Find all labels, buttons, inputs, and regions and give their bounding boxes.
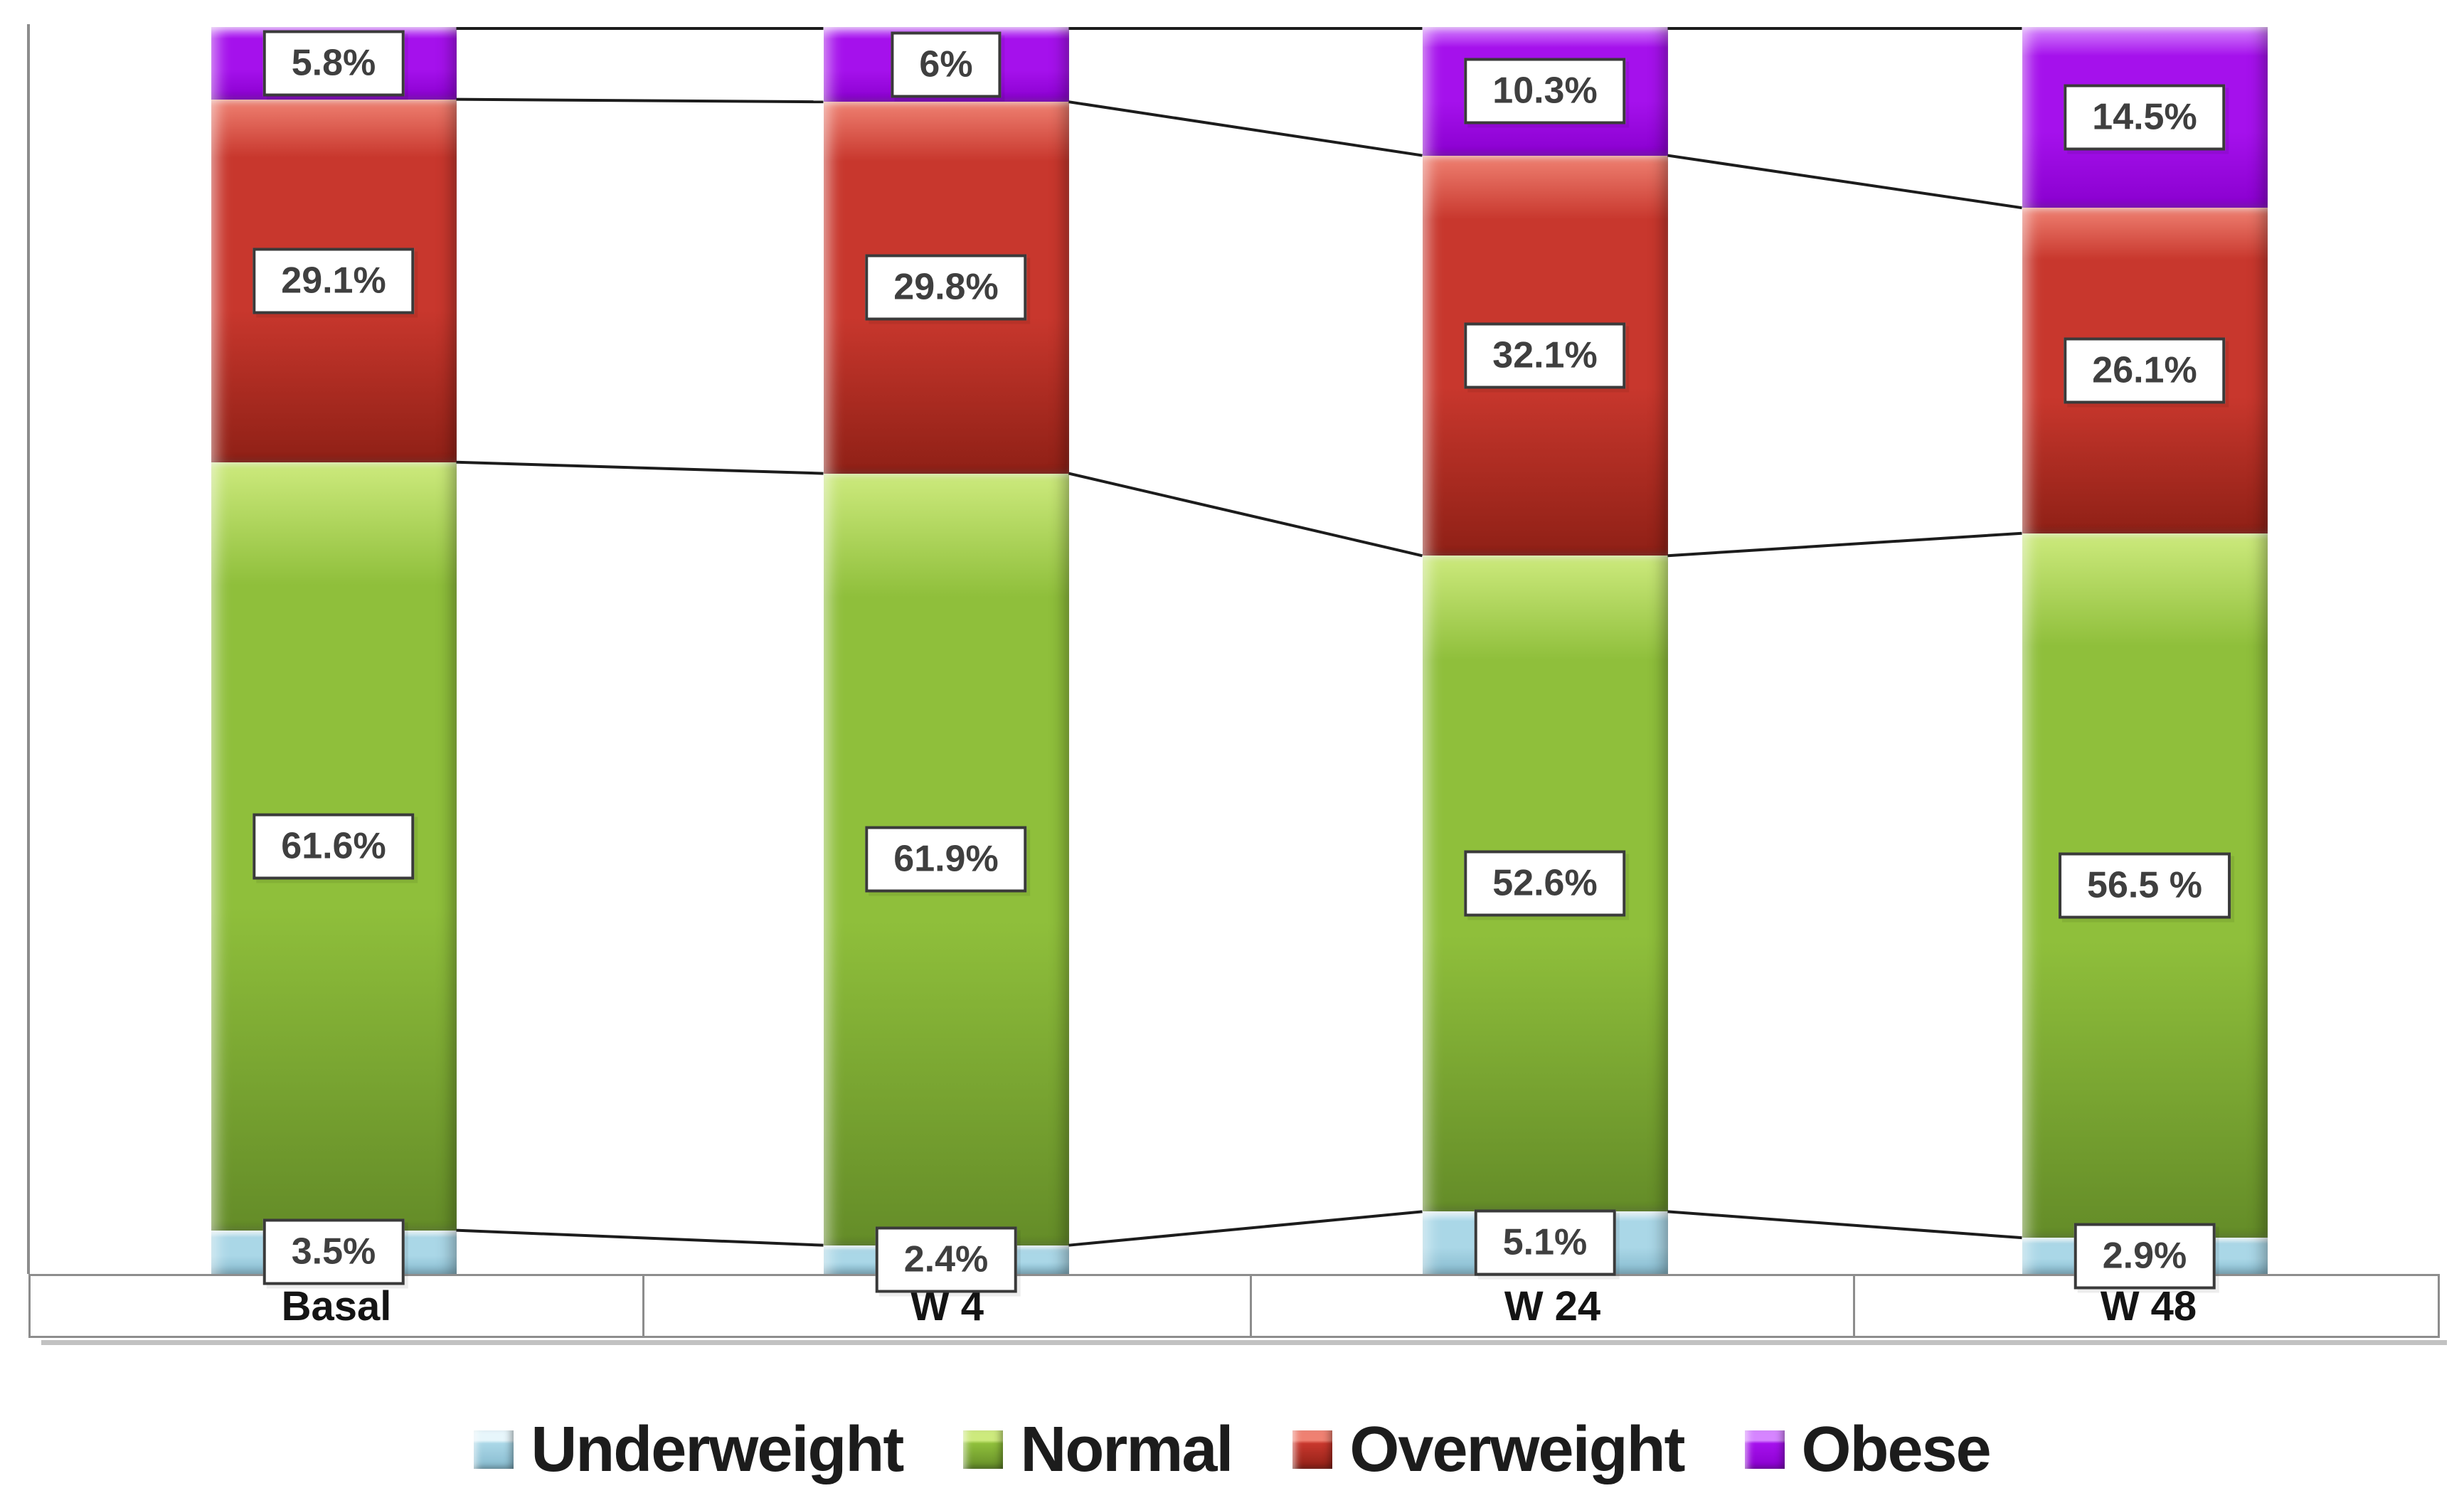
category-strip-shadow xyxy=(41,1340,2447,1345)
data-label-basal-overweight: 29.1% xyxy=(253,248,415,314)
legend-swatch-overweight-icon xyxy=(1292,1430,1333,1469)
legend-item-obese: Obese xyxy=(1744,1413,1992,1487)
legend: Underweight Normal Overweight Obese xyxy=(0,1403,2464,1497)
legend-item-overweight: Overweight xyxy=(1292,1413,1686,1487)
legend-label-overweight: Overweight xyxy=(1349,1413,1685,1485)
data-label-basal-obese: 5.8% xyxy=(262,30,405,97)
legend-item-underweight: Underweight xyxy=(474,1413,904,1487)
data-label-w4-overweight: 29.8% xyxy=(865,254,1027,321)
data-label-w48-obese: 14.5% xyxy=(2064,84,2226,151)
data-label-w4-underweight: 2.4% xyxy=(875,1226,1017,1293)
legend-label-underweight: Underweight xyxy=(531,1413,904,1485)
data-label-w24-normal: 52.6% xyxy=(1464,850,1626,917)
data-label-basal-underweight: 3.5% xyxy=(262,1218,405,1285)
x-axis-label-basal: Basal xyxy=(281,1282,392,1329)
data-label-w24-obese: 10.3% xyxy=(1464,58,1626,124)
data-label-w24-overweight: 32.1% xyxy=(1464,322,1626,389)
legend-label-normal: Normal xyxy=(1020,1413,1233,1485)
data-label-basal-normal: 61.6% xyxy=(253,813,415,880)
data-label-w48-normal: 56.5 % xyxy=(2059,852,2231,919)
data-label-w24-underweight: 5.1% xyxy=(1474,1209,1616,1276)
data-label-w4-normal: 61.9% xyxy=(865,826,1027,893)
x-axis-label-w48: W 48 xyxy=(1853,1276,2442,1336)
legend-item-normal: Normal xyxy=(963,1413,1233,1487)
legend-label-obese: Obese xyxy=(1801,1413,1992,1485)
data-label-w48-overweight: 26.1% xyxy=(2064,337,2226,404)
data-label-w4-obese: 6% xyxy=(891,31,1002,98)
y-axis-line xyxy=(27,24,30,1274)
legend-swatch-obese-icon xyxy=(1744,1430,1785,1469)
legend-swatch-underweight-icon xyxy=(474,1430,514,1469)
x-axis-label-w24: W 24 xyxy=(1250,1276,1853,1336)
data-label-w48-underweight: 2.9% xyxy=(2073,1223,2216,1290)
legend-swatch-normal-icon xyxy=(963,1430,1004,1469)
